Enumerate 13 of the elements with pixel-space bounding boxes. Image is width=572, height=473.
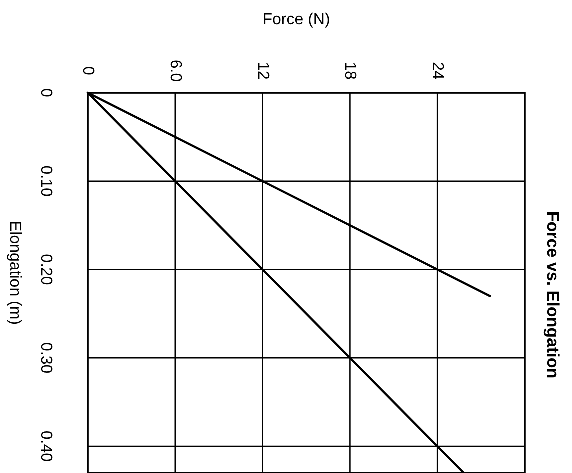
- y-tick-label: 0: [38, 88, 54, 98]
- y-tick-label: 0.30: [38, 342, 54, 374]
- x-tick-label: 0: [80, 66, 96, 76]
- y-tick-label: 0.20: [38, 254, 54, 286]
- y-tick-label: 0.10: [38, 166, 54, 198]
- x-tick-label: 6.0: [166, 60, 184, 82]
- x-tick-label: 12: [254, 62, 272, 80]
- x-tick-label: 24: [429, 62, 446, 80]
- y-axis-title: Elongation (m): [6, 220, 24, 326]
- y-tick-label: 0.40: [38, 430, 54, 462]
- text: Force vs. Elongation: [544, 211, 562, 379]
- x-tick-label: 18: [342, 62, 359, 80]
- x-axis-title: Force (N): [262, 12, 330, 28]
